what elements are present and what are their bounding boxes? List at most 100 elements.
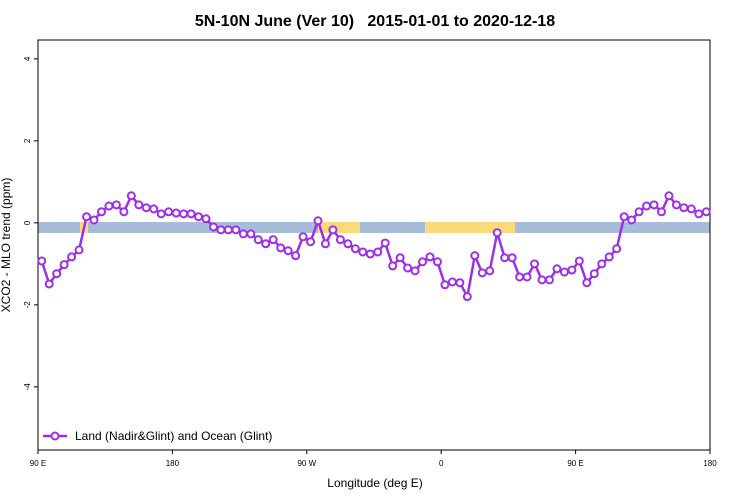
data-point — [89, 215, 99, 225]
y-tick-label: 4 — [23, 56, 32, 61]
data-point — [403, 263, 413, 273]
data-point — [291, 251, 301, 261]
data-point — [111, 200, 121, 210]
data-point — [246, 229, 256, 239]
ocean-band — [38, 222, 710, 233]
data-point — [231, 225, 241, 235]
plot-frame — [37, 39, 711, 451]
data-point — [410, 266, 420, 276]
data-point — [201, 214, 211, 224]
data-point — [388, 261, 398, 271]
data-point — [149, 204, 159, 214]
data-point — [537, 275, 547, 285]
data-point — [418, 257, 428, 267]
data-point — [335, 235, 345, 245]
data-point — [156, 209, 166, 219]
data-point — [320, 239, 330, 249]
data-point — [171, 208, 181, 218]
data-point — [552, 264, 562, 274]
data-point — [642, 201, 652, 211]
data-point — [664, 191, 674, 201]
data-point — [462, 292, 472, 302]
series-line — [40, 193, 707, 301]
data-point — [574, 256, 584, 266]
x-axis-label: Longitude (deg E) — [327, 476, 422, 490]
data-point — [597, 259, 607, 269]
land-band — [318, 222, 360, 233]
data-point — [627, 215, 637, 225]
data-point — [470, 251, 480, 261]
data-point — [559, 267, 569, 277]
x-tick-label: 180 — [703, 459, 717, 468]
y-tick-label: 2 — [23, 138, 32, 143]
data-point — [432, 257, 442, 267]
data-point — [619, 212, 629, 222]
data-point — [500, 253, 510, 263]
data-point — [679, 203, 689, 213]
data-point — [313, 216, 323, 226]
data-point — [343, 239, 353, 249]
data-point — [380, 238, 390, 248]
data-point — [141, 203, 151, 213]
data-point — [589, 269, 599, 279]
data-point — [37, 256, 47, 266]
data-point — [694, 209, 704, 219]
data-point — [283, 246, 293, 256]
data-point — [74, 245, 84, 255]
data-point — [455, 278, 465, 288]
legend-label: Land (Nadir&Glint) and Ocean (Glint) — [75, 429, 272, 443]
data-point — [96, 207, 106, 217]
y-tick-label: 0 — [23, 220, 32, 225]
data-point — [365, 249, 375, 259]
legend-marker — [50, 431, 60, 441]
data-point — [582, 278, 592, 288]
data-point — [425, 252, 435, 262]
data-point — [522, 272, 532, 282]
data-point — [44, 279, 54, 289]
data-point — [208, 222, 218, 232]
data-point — [701, 207, 711, 217]
data-point — [567, 265, 577, 275]
data-point — [686, 204, 696, 214]
data-point — [52, 269, 62, 279]
data-point — [649, 200, 659, 210]
data-point — [223, 225, 233, 235]
y-tick-label: -2 — [23, 301, 32, 309]
data-point — [395, 253, 405, 263]
data-point — [179, 209, 189, 219]
data-point — [276, 243, 286, 253]
land-band — [425, 222, 515, 233]
data-point — [104, 201, 114, 211]
data-point — [238, 229, 248, 239]
data-point — [492, 228, 502, 238]
data-point — [194, 212, 204, 222]
data-point — [268, 235, 278, 245]
x-tick-label: 90 E — [30, 459, 46, 468]
data-point — [328, 225, 338, 235]
data-point — [656, 207, 666, 217]
data-point — [671, 200, 681, 210]
data-point — [358, 247, 368, 257]
y-tick-label: -4 — [23, 383, 32, 391]
x-tick-label: 0 — [439, 459, 444, 468]
data-point — [186, 209, 196, 219]
data-point — [485, 266, 495, 276]
x-tick-label: 90 E — [567, 459, 583, 468]
chart-title: 5N-10N June (Ver 10) 2015-01-01 to 2020-… — [195, 13, 555, 30]
data-point — [119, 207, 129, 217]
data-point — [253, 235, 263, 245]
data-point — [440, 280, 450, 290]
data-point — [515, 272, 525, 282]
data-point — [350, 244, 360, 254]
data-point — [604, 252, 614, 262]
data-point — [216, 225, 226, 235]
data-point — [134, 200, 144, 210]
data-point — [477, 268, 487, 278]
data-point — [530, 259, 540, 269]
data-point — [298, 232, 308, 242]
data-point — [261, 239, 271, 249]
data-point — [544, 275, 554, 285]
data-point — [612, 244, 622, 254]
data-point — [447, 277, 457, 287]
